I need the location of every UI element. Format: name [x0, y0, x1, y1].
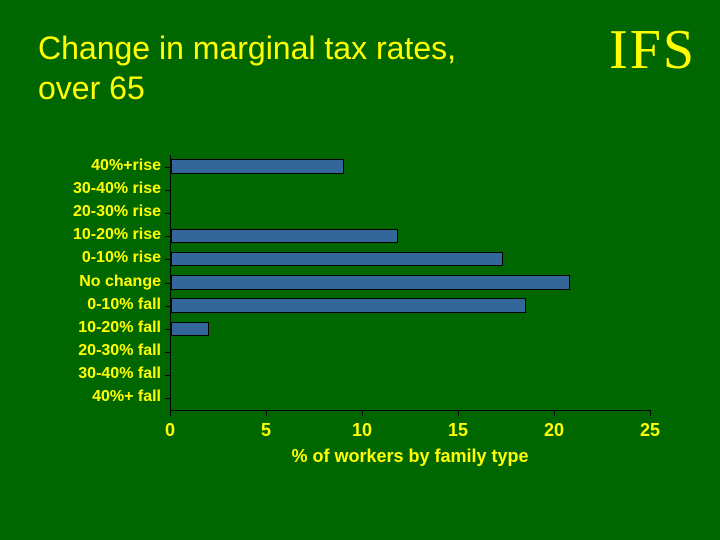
bar-chart: 40%+rise 30-40% rise 20-30% rise 10-20% ris… — [0, 0, 720, 540]
y-tick — [165, 398, 170, 399]
category-label: 0-10% rise — [82, 249, 161, 267]
bar — [171, 322, 209, 336]
y-tick — [165, 213, 170, 214]
category-label: No change — [79, 273, 161, 291]
bar — [171, 252, 503, 266]
x-tick-label: 10 — [352, 420, 372, 441]
x-tick-label: 5 — [261, 420, 271, 441]
x-tick — [170, 410, 171, 416]
bar — [171, 229, 398, 243]
y-tick — [165, 190, 170, 191]
y-tick — [165, 283, 170, 284]
y-tick — [165, 259, 170, 260]
x-tick — [266, 410, 267, 416]
x-tick-label: 15 — [448, 420, 468, 441]
slide-root: Change in marginal tax rates, over 65 IF… — [0, 0, 720, 540]
category-label: 30-40% rise — [73, 180, 161, 198]
category-label: 10-20% rise — [73, 226, 161, 244]
y-tick — [165, 306, 170, 307]
category-label: 20-30% fall — [78, 342, 161, 360]
category-label: 20-30% rise — [73, 203, 161, 221]
bar — [171, 275, 570, 289]
category-label: 10-20% fall — [78, 319, 161, 337]
bar — [171, 298, 526, 312]
y-tick — [165, 167, 170, 168]
category-label: 40%+ fall — [92, 388, 161, 406]
category-label: 30-40% fall — [78, 365, 161, 383]
x-tick — [458, 410, 459, 416]
x-tick — [554, 410, 555, 416]
x-tick — [362, 410, 363, 416]
category-label: 0-10% fall — [87, 296, 161, 314]
x-axis-line — [170, 410, 650, 411]
y-tick — [165, 329, 170, 330]
bar — [171, 159, 344, 173]
x-tick — [650, 410, 651, 416]
x-tick-label: 20 — [544, 420, 564, 441]
y-tick — [165, 375, 170, 376]
y-tick — [165, 352, 170, 353]
x-tick-label: 0 — [165, 420, 175, 441]
category-label: 40%+rise — [91, 157, 161, 175]
x-axis-title: % of workers by family type — [291, 446, 528, 467]
x-tick-label: 25 — [640, 420, 660, 441]
y-tick — [165, 236, 170, 237]
